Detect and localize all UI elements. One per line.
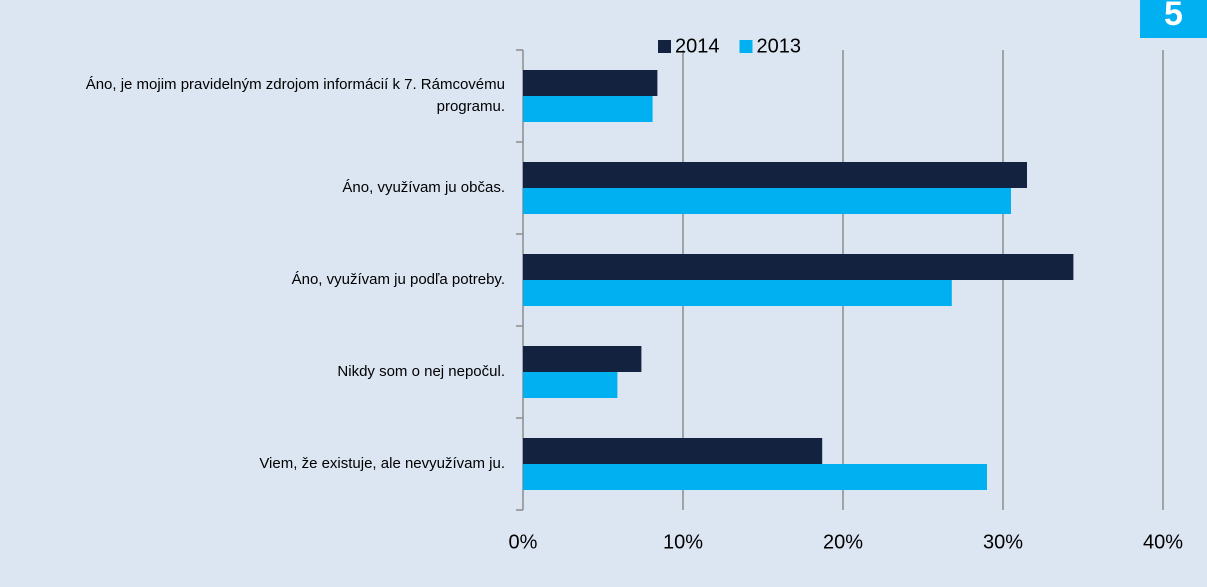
y-tick-label: Áno, je mojim pravidelným zdrojom inform… [85,76,505,115]
bar [523,372,618,398]
legend-label: 2013 [757,35,802,57]
x-tick-label: 10% [663,531,703,553]
bar [523,280,952,306]
legend-swatch [739,40,753,53]
bar [523,96,653,122]
legend-label: 2014 [675,35,720,57]
x-tick-label: 0% [509,531,538,553]
y-tick-label: Nikdy som o nej nepočul. [337,363,505,380]
bar [523,70,658,96]
x-tick-label: 40% [1143,531,1183,553]
bar [523,346,642,372]
x-tick-label: 20% [823,531,863,553]
bar [523,438,823,464]
page-number: 5 [1140,0,1207,38]
legend-swatch [658,40,671,53]
bar [523,162,1027,188]
y-tick-label: Áno, využívam ju podľa potreby. [291,271,505,288]
bar [523,254,1074,280]
y-tick-label: Áno, využívam ju občas. [342,179,505,196]
x-tick-label: 30% [983,531,1023,553]
bar [523,188,1011,214]
bar [523,464,987,490]
y-tick-label: Viem, že existuje, ale nevyužívam ju. [259,455,505,472]
